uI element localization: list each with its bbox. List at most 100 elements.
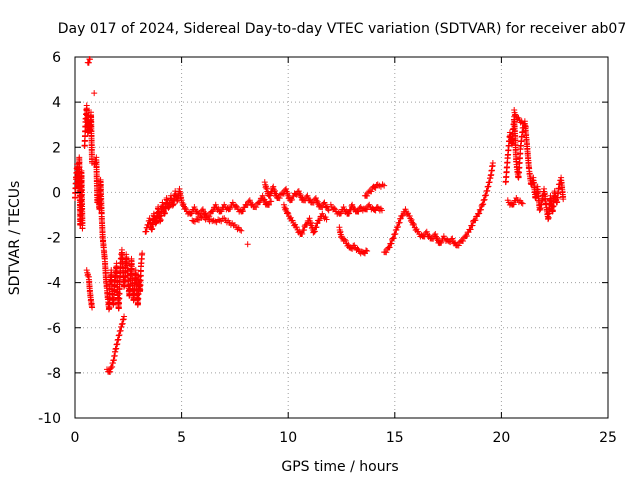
data-point	[521, 122, 528, 129]
y-tick-label: 4	[52, 95, 61, 111]
y-tick-label: -10	[38, 411, 61, 427]
data-point	[311, 228, 318, 235]
y-tick-label: 0	[52, 185, 61, 201]
data-point	[193, 215, 200, 222]
data-point	[423, 228, 430, 235]
data-point	[522, 123, 529, 130]
data-point	[232, 202, 239, 209]
data-point	[381, 182, 388, 189]
data-point	[373, 181, 380, 188]
y-tick-label: -8	[47, 366, 61, 382]
data-point	[402, 206, 409, 213]
data-point	[266, 201, 273, 208]
y-tick-label: -6	[47, 321, 61, 337]
data-point	[364, 248, 371, 255]
data-point	[463, 232, 470, 239]
data-point	[253, 204, 260, 211]
data-point	[388, 240, 395, 247]
x-tick-label: 25	[599, 430, 617, 446]
data-point	[510, 201, 517, 208]
data-point	[342, 237, 349, 244]
data-point	[355, 208, 362, 215]
data-point	[438, 239, 445, 246]
data-point	[394, 223, 401, 230]
data-point	[89, 304, 96, 311]
data-point	[313, 224, 320, 231]
data-point	[267, 192, 274, 199]
data-point	[324, 206, 331, 213]
data-point	[390, 235, 397, 242]
data-point	[271, 187, 278, 194]
data-point	[299, 230, 306, 237]
data-point	[234, 226, 241, 233]
y-axis-ticks: -10 -8 -6 -4 -2 0 2 4 6	[38, 50, 608, 427]
data-point	[191, 203, 198, 210]
data-point	[199, 206, 206, 213]
data-points	[72, 56, 567, 375]
data-point	[348, 203, 355, 210]
data-point	[364, 192, 371, 199]
data-point	[301, 226, 308, 233]
x-tick-label: 10	[279, 430, 297, 446]
x-tick-label: 20	[492, 430, 510, 446]
data-point	[399, 212, 406, 219]
data-point	[268, 198, 275, 205]
x-axis-label: GPS time / hours	[281, 459, 398, 475]
data-point	[489, 160, 496, 167]
data-point	[321, 199, 328, 206]
x-tick-label: 5	[177, 430, 186, 446]
data-point	[363, 247, 370, 254]
data-point	[383, 249, 390, 256]
data-point	[212, 201, 219, 208]
data-point	[284, 209, 291, 216]
data-point	[410, 220, 417, 227]
data-point	[289, 217, 296, 224]
data-point	[285, 210, 292, 217]
data-point	[244, 241, 251, 248]
data-point	[349, 201, 356, 208]
data-point	[293, 224, 300, 231]
data-point	[189, 217, 196, 224]
data-point	[270, 183, 277, 190]
data-point	[85, 59, 92, 66]
data-point	[238, 227, 245, 234]
data-point	[107, 368, 114, 375]
data-point	[107, 365, 114, 372]
data-point	[338, 210, 345, 217]
data-point	[246, 197, 253, 204]
data-point	[393, 226, 400, 233]
x-axis-ticks: 0 5 10 15 20 25	[71, 57, 617, 446]
data-point	[323, 216, 330, 223]
data-point	[324, 203, 331, 210]
x-tick-label: 15	[386, 430, 404, 446]
data-point	[447, 239, 454, 246]
data-point	[460, 237, 467, 244]
y-axis-label: SDTVAR / TECUs	[7, 181, 23, 296]
data-point	[91, 90, 98, 97]
data-point	[386, 244, 393, 251]
data-point	[86, 56, 93, 63]
data-point	[325, 207, 332, 214]
data-point	[210, 208, 217, 215]
grid-lines	[75, 57, 608, 418]
data-point	[316, 217, 323, 224]
y-tick-label: -4	[47, 276, 61, 292]
data-point	[304, 192, 311, 199]
data-point	[472, 217, 479, 224]
data-point	[283, 185, 290, 192]
x-tick-label: 0	[71, 430, 80, 446]
data-point	[469, 222, 476, 229]
data-point	[121, 313, 128, 320]
data-point	[340, 203, 347, 210]
data-point	[410, 222, 417, 229]
data-point	[197, 214, 204, 221]
data-point	[349, 245, 356, 252]
data-point	[284, 190, 291, 197]
data-point	[476, 210, 483, 217]
data-point	[139, 250, 146, 257]
data-point	[227, 205, 234, 212]
data-point	[188, 210, 195, 217]
chart-title: Day 017 of 2024, Sidereal Day-to-day VTE…	[58, 21, 627, 37]
data-point	[303, 221, 310, 228]
data-point	[276, 195, 283, 202]
